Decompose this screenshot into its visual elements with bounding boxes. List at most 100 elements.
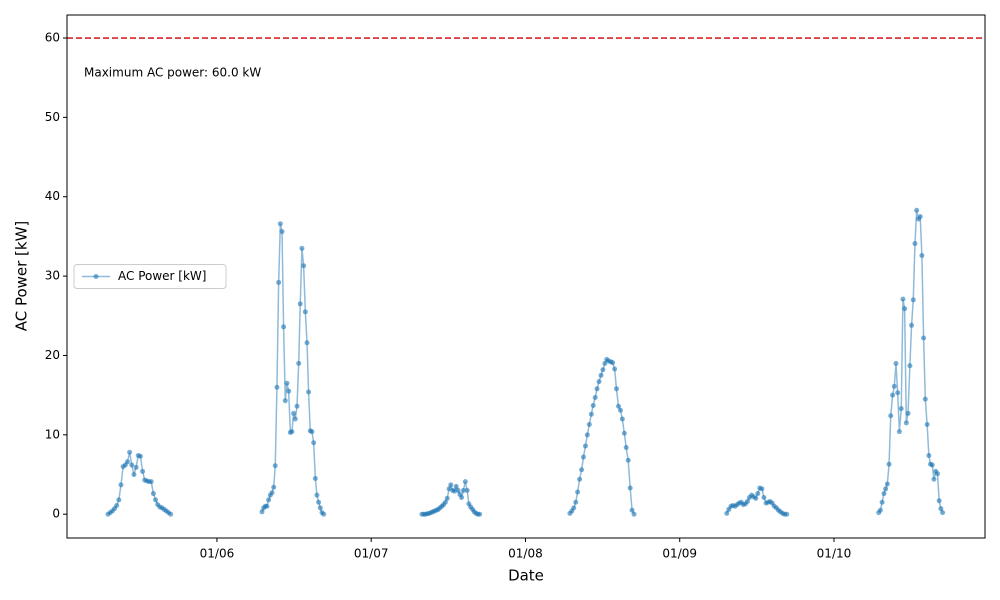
point [602, 360, 608, 366]
point [114, 502, 120, 508]
point [133, 464, 139, 470]
point [131, 472, 137, 478]
legend-label: AC Power [kW] [118, 269, 206, 283]
x-axis-label: Date [508, 567, 544, 585]
point [903, 420, 909, 426]
x-tick-label: 01/06 [200, 547, 235, 561]
point [284, 380, 290, 386]
point [129, 462, 135, 468]
point [464, 487, 470, 493]
point [594, 386, 600, 392]
point [879, 499, 885, 505]
x-tick-label: 01/09 [662, 547, 697, 561]
point [317, 505, 323, 511]
point [755, 491, 761, 497]
point [898, 406, 904, 412]
point [905, 410, 911, 416]
point [321, 511, 327, 517]
point [297, 301, 303, 307]
point [625, 457, 631, 463]
point [619, 416, 625, 422]
point [895, 390, 901, 396]
point [281, 324, 287, 330]
point [900, 296, 906, 302]
point [266, 497, 272, 503]
point [279, 229, 285, 235]
point [924, 422, 930, 428]
point [902, 306, 908, 312]
y-axis-label: AC Power [kW] [13, 221, 31, 332]
point [910, 297, 916, 303]
point [571, 505, 577, 511]
point [294, 403, 300, 409]
y-tick-label: 30 [45, 269, 60, 283]
x-tick-label: 01/10 [817, 547, 852, 561]
point [277, 221, 283, 227]
point [584, 432, 590, 438]
point [914, 207, 920, 213]
point [931, 476, 937, 482]
point [590, 402, 596, 408]
legend-marker [93, 274, 99, 279]
point [629, 507, 635, 513]
point [459, 495, 465, 501]
point [577, 476, 583, 482]
y-tick-label: 60 [45, 31, 60, 45]
plot-frame [66, 14, 986, 539]
point [271, 484, 277, 490]
point [631, 511, 637, 517]
point [291, 410, 297, 416]
point [881, 491, 887, 497]
point [314, 492, 320, 498]
point [269, 490, 275, 496]
point [579, 467, 585, 473]
point [907, 363, 913, 369]
point [922, 396, 928, 402]
point [302, 309, 308, 315]
point [299, 245, 305, 251]
point [929, 462, 935, 468]
point [462, 479, 468, 485]
point [936, 498, 942, 504]
point [127, 449, 133, 455]
point [276, 279, 282, 285]
point [627, 485, 633, 491]
point [296, 360, 302, 366]
point [934, 471, 940, 477]
point [316, 499, 322, 505]
point [938, 506, 944, 512]
point [615, 403, 621, 409]
point [150, 491, 156, 497]
point [444, 495, 450, 501]
point [448, 482, 454, 488]
y-tick-label: 0 [52, 507, 60, 521]
point [893, 360, 899, 366]
point [116, 497, 122, 503]
point [148, 479, 154, 485]
point [588, 411, 594, 417]
point [286, 388, 292, 394]
point [598, 372, 604, 378]
point [912, 241, 918, 247]
point [610, 360, 616, 366]
y-tick-label: 40 [45, 189, 60, 203]
point [600, 367, 606, 373]
point [137, 453, 143, 459]
x-tick-label: 01/08 [508, 547, 543, 561]
point [301, 263, 307, 269]
point [891, 383, 897, 389]
point [784, 511, 790, 517]
point [919, 252, 925, 258]
point [309, 429, 315, 435]
point [759, 486, 765, 492]
legend-box [73, 264, 227, 289]
point [573, 499, 579, 505]
point [168, 511, 174, 517]
point [306, 389, 312, 395]
point [312, 475, 318, 481]
point [877, 507, 883, 513]
point [926, 452, 932, 458]
y-tick-label: 20 [45, 348, 60, 362]
